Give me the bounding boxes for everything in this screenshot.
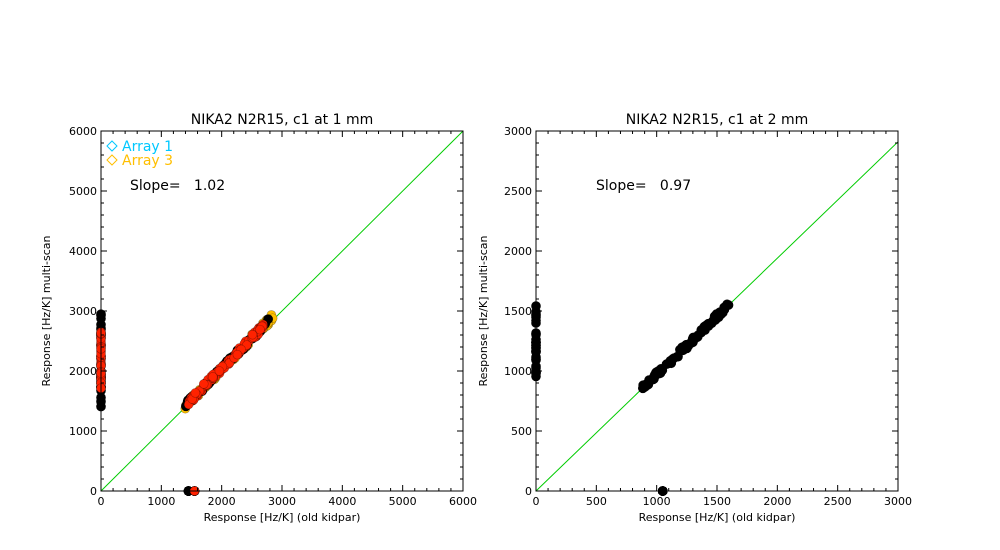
x-tick-label: 2500 [824,495,852,508]
x-tick-label: 5000 [389,495,417,508]
data-point [648,374,659,385]
y-tick-label: 2000 [69,365,97,378]
legend-array1-marker [106,140,118,152]
scatter-plot-area: 0 500 1000 1500 2000 2500 3000 0 500 1000 1500 2000… [504,125,912,508]
data-point [214,366,225,376]
x-tick-label: 3000 [884,495,912,508]
legend-array3-label: Array 3 [122,153,173,169]
data-point [247,329,258,340]
x-tick-label: 3000 [268,495,296,508]
y-tick-label: 1000 [504,365,532,378]
legend-array1-label: Array 1 [122,139,173,155]
data-points [96,309,278,496]
y-tick-label: 5000 [69,185,97,198]
y-tick-label: 2000 [504,245,532,258]
data-point [198,379,209,389]
data-point [686,337,697,347]
slope-annotation: Slope= 0.97 [596,178,691,194]
data-point [642,380,653,390]
data-point [711,313,721,323]
right-panel-2mm: NIKA2 N2R15, c1 at 2 mm 0 500 1000 1500 2000… [477,112,912,524]
x-axis-label: Response [Hz/K] (old kidpar) [204,511,361,524]
legend-array3-marker [106,154,118,166]
x-tick-label: 2000 [763,495,791,508]
y-tick-label: 4000 [69,245,97,258]
y-tick-label: 1000 [69,425,97,438]
y-tick-label: 0 [525,485,532,498]
slope-annotation: Slope= 1.02 [130,178,225,194]
data-point [679,341,689,352]
data-points [531,299,734,496]
fit-line [100,131,463,492]
y-axis-label: Response [Hz/K] multi-scan [40,236,53,387]
chart-title: NIKA2 N2R15, c1 at 1 mm [191,112,374,128]
data-point [207,372,218,382]
data-point [672,351,682,362]
legend: Array 1 Array 3 [106,139,173,169]
x-tick-label: 0 [533,495,540,508]
chart-title: NIKA2 N2R15, c1 at 2 mm [626,112,809,128]
x-tick-label: 500 [586,495,607,508]
x-tick-label: 4000 [328,495,356,508]
x-tick-label: 2000 [208,495,236,508]
y-tick-label: 2500 [504,185,532,198]
x-tick-label: 1000 [643,495,671,508]
data-point [661,359,672,370]
left-panel-1mm: NIKA2 N2R15, c1 at 1 mm 0 1000 2000 3000 400… [40,112,477,524]
data-point [718,307,728,318]
y-tick-label: 3000 [69,305,97,318]
y-tick-label: 6000 [69,125,97,138]
y-tick-label: 500 [511,425,532,438]
data-point [255,324,265,335]
x-tick-label: 0 [98,495,105,508]
y-tick-label: 0 [90,485,97,498]
data-point [232,349,243,360]
data-point [723,300,734,310]
scatter-plot-area: 0 1000 2000 3000 4000 5000 6000 0 1000 2000 3000 40… [69,125,477,508]
y-tick-label: 3000 [504,125,532,138]
y-tick-label: 1500 [504,305,532,318]
x-tick-label: 1500 [703,495,731,508]
x-axis-label: Response [Hz/K] (old kidpar) [639,511,796,524]
data-point [190,388,201,398]
x-tick-label: 1000 [147,495,175,508]
y-axis-label: Response [Hz/K] multi-scan [477,236,490,387]
data-point [699,324,709,335]
x-tick-label: 6000 [449,495,477,508]
